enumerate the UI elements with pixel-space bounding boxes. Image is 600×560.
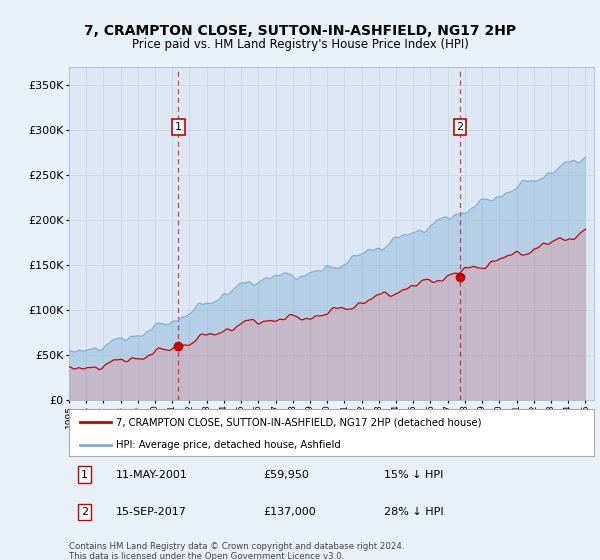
Text: 7, CRAMPTON CLOSE, SUTTON-IN-ASHFIELD, NG17 2HP (detached house): 7, CRAMPTON CLOSE, SUTTON-IN-ASHFIELD, N… [116, 417, 482, 427]
Text: 1: 1 [81, 470, 88, 479]
Text: 2: 2 [81, 507, 88, 517]
Text: 7, CRAMPTON CLOSE, SUTTON-IN-ASHFIELD, NG17 2HP: 7, CRAMPTON CLOSE, SUTTON-IN-ASHFIELD, N… [84, 24, 516, 38]
Text: Contains HM Land Registry data © Crown copyright and database right 2024.
This d: Contains HM Land Registry data © Crown c… [69, 542, 404, 560]
Text: 2: 2 [457, 122, 463, 132]
Text: 15% ↓ HPI: 15% ↓ HPI [384, 470, 443, 479]
Text: £59,950: £59,950 [263, 470, 309, 479]
Text: HPI: Average price, detached house, Ashfield: HPI: Average price, detached house, Ashf… [116, 440, 341, 450]
Text: 15-SEP-2017: 15-SEP-2017 [116, 507, 187, 517]
Text: £137,000: £137,000 [263, 507, 316, 517]
Text: 28% ↓ HPI: 28% ↓ HPI [384, 507, 443, 517]
Text: Price paid vs. HM Land Registry's House Price Index (HPI): Price paid vs. HM Land Registry's House … [131, 38, 469, 51]
Text: 11-MAY-2001: 11-MAY-2001 [116, 470, 188, 479]
Text: 1: 1 [175, 122, 182, 132]
